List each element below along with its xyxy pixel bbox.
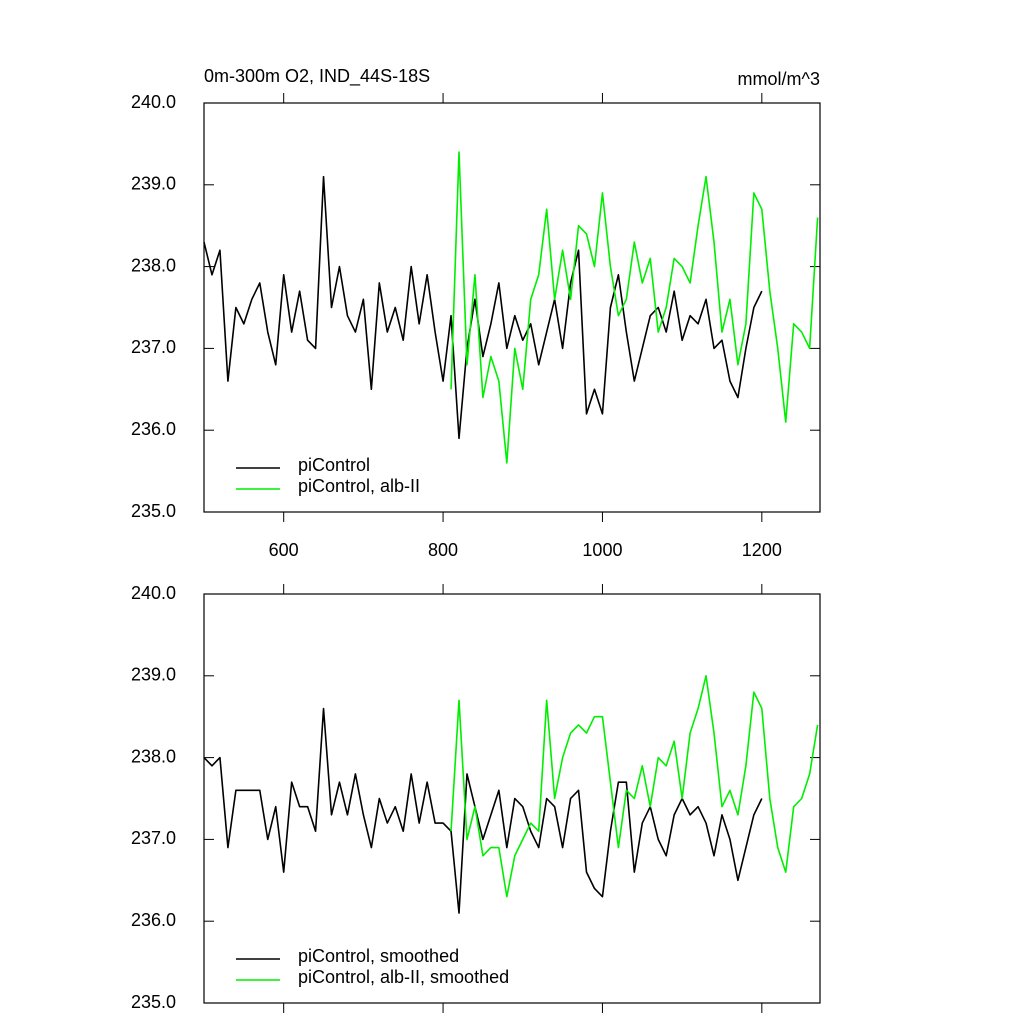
- legend-label: piControl, smoothed: [298, 946, 459, 966]
- data-line: [203, 707, 763, 914]
- y-tick-label: 240.0: [131, 92, 176, 112]
- data-line: [203, 175, 763, 440]
- y-tick-label: 240.0: [131, 583, 176, 603]
- y-tick-label: 235.0: [131, 992, 176, 1012]
- data-line: [450, 151, 819, 464]
- y-tick-label: 236.0: [131, 419, 176, 439]
- x-tick-label: 600: [269, 540, 299, 560]
- x-tick-label: 1000: [582, 540, 622, 560]
- legend-label: piControl, alb-II: [298, 476, 420, 496]
- plot-frame: [203, 593, 821, 1004]
- y-tick-label: 237.0: [131, 337, 176, 357]
- x-tick-label: 800: [428, 540, 458, 560]
- y-tick-label: 239.0: [131, 174, 176, 194]
- y-tick-label: 238.0: [131, 255, 176, 275]
- y-tick-label: 236.0: [131, 910, 176, 930]
- y-tick-label: 238.0: [131, 746, 176, 766]
- y-tick-label: 237.0: [131, 828, 176, 848]
- data-line: [450, 675, 819, 898]
- y-tick-label: 239.0: [131, 665, 176, 685]
- chart-title: 0m-300m O2, IND_44S-18S: [204, 66, 430, 87]
- legend-label: piControl, alb-II, smoothed: [298, 967, 509, 987]
- x-tick-label: 1200: [742, 540, 782, 560]
- legend-label: piControl: [298, 455, 370, 475]
- units-label: mmol/m^3: [738, 69, 820, 89]
- plot-frame: [203, 102, 821, 513]
- y-tick-label: 235.0: [131, 501, 176, 521]
